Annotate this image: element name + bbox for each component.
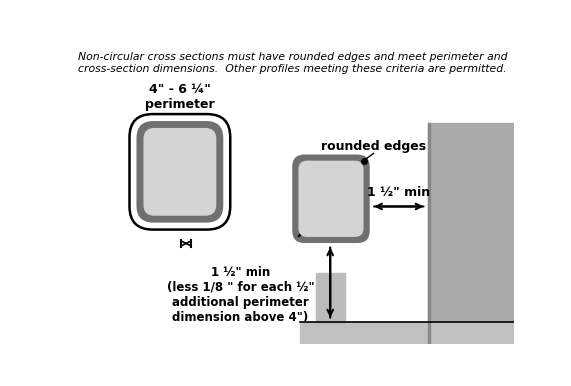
FancyBboxPatch shape	[130, 114, 230, 230]
Text: 2¼" max: 2¼" max	[301, 179, 352, 234]
Bar	[316, 273, 345, 323]
Text: 1 ½" min: 1 ½" min	[367, 186, 431, 199]
FancyBboxPatch shape	[299, 161, 364, 237]
Bar	[428, 123, 430, 344]
Bar	[300, 322, 514, 344]
FancyBboxPatch shape	[136, 121, 223, 223]
Text: 4" - 6 ¼"
perimeter: 4" - 6 ¼" perimeter	[145, 83, 215, 111]
Text: 1 ½" min
(less 1/8 " for each ½"
additional perimeter
dimension above 4"): 1 ½" min (less 1/8 " for each ½" additio…	[167, 266, 314, 324]
Text: Non-circular cross sections must have rounded edges and meet perimeter and
cross: Non-circular cross sections must have ro…	[78, 52, 507, 74]
Text: rounded edges: rounded edges	[321, 140, 426, 152]
Bar	[428, 123, 514, 344]
FancyBboxPatch shape	[143, 128, 216, 216]
FancyBboxPatch shape	[292, 154, 370, 243]
